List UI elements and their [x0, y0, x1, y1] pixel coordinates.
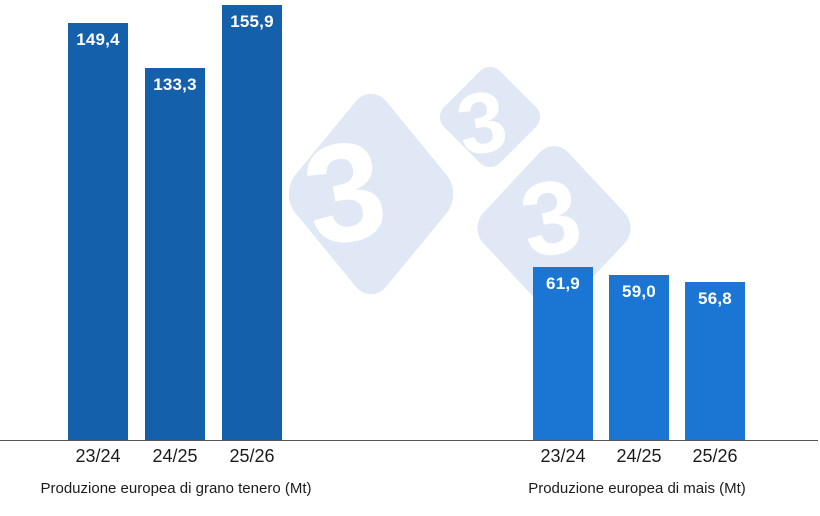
bar-value-label: 155,9: [230, 12, 274, 31]
x-ticks-grano: 23/24 24/25 25/26: [68, 446, 282, 467]
bar-value-label: 149,4: [76, 30, 120, 49]
x-tick-label: 25/26: [229, 446, 275, 466]
group-title-grano-tenero: Produzione europea di grano tenero (Mt): [40, 480, 312, 497]
x-ticks-mais: 23/24 24/25 25/26: [533, 446, 745, 467]
bar-group-grano-tenero: 149,4 133,3 155,9: [68, 5, 282, 440]
bar-mais-24-25: 59,0: [609, 275, 669, 440]
bar-grano-23-24: 149,4: [68, 23, 128, 440]
bar-value-label: 56,8: [698, 289, 732, 308]
bar-grano-25-26: 155,9: [222, 5, 282, 440]
x-tick-label: 24/25: [616, 446, 662, 466]
x-tick-label: 23/24: [75, 446, 121, 466]
bar-value-label: 61,9: [546, 274, 580, 293]
bar-mais-23-24: 61,9: [533, 267, 593, 440]
bar-grano-24-25: 133,3: [145, 68, 205, 440]
x-tick-label: 24/25: [152, 446, 198, 466]
bar-mais-25-26: 56,8: [685, 282, 745, 440]
bar-group-mais: 61,9 59,0 56,8: [533, 267, 745, 440]
x-axis-line: [0, 440, 818, 442]
group-title-mais: Produzione europea di mais (Mt): [528, 480, 746, 497]
bar-value-label: 133,3: [153, 75, 197, 94]
x-tick-label: 23/24: [540, 446, 586, 466]
bar-value-label: 59,0: [622, 282, 656, 301]
x-tick-label: 25/26: [692, 446, 738, 466]
